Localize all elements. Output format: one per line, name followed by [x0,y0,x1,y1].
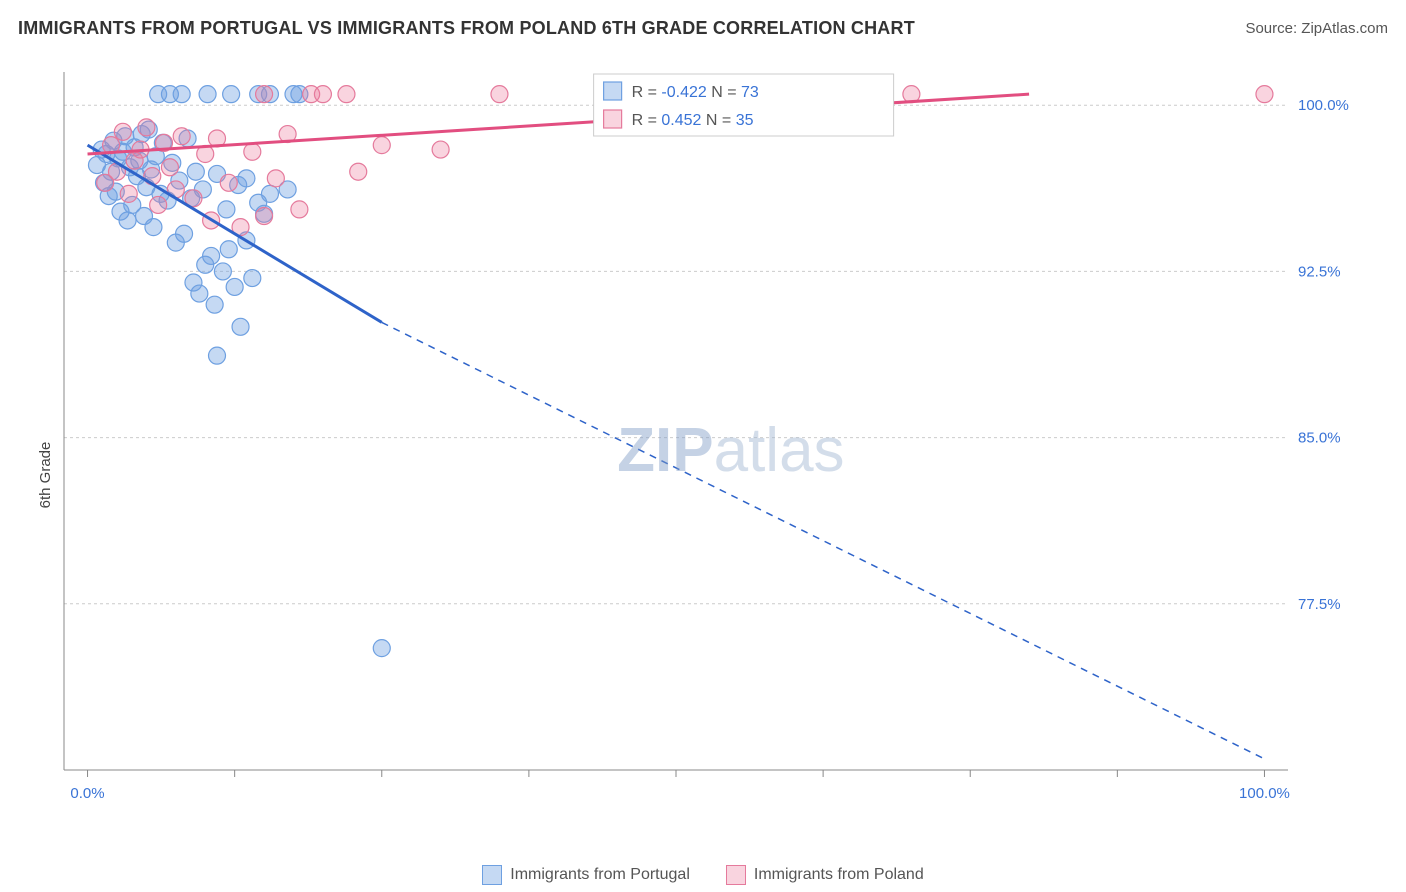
series-b-point [432,141,449,158]
chart-area: 6th Grade 100.0%92.5%85.0%77.5%0.0%100.0… [0,58,1406,892]
series-a-point [187,163,204,180]
series-a-point [232,318,249,335]
y-tick-label: 77.5% [1298,596,1341,613]
series-b-point [491,86,508,103]
series-b-point [291,201,308,218]
legend-swatch [482,865,502,885]
series-b-point [161,159,178,176]
series-b-point [114,123,131,140]
series-a-point [203,247,220,264]
x-tick-label-left: 0.0% [70,785,104,802]
series-b-point [220,174,237,191]
series-a-point [220,241,237,258]
series-a-point [214,263,231,280]
series-b-point [120,185,137,202]
stats-row: R = -0.422 N = 73 [632,84,759,101]
legend-item: Immigrants from Poland [726,865,924,885]
series-a-point [199,86,216,103]
series-b-point [350,163,367,180]
series-b-point [314,86,331,103]
series-b-point [138,119,155,136]
series-a-point [173,86,190,103]
legend-label: Immigrants from Poland [754,866,924,884]
legend-item: Immigrants from Portugal [482,865,690,885]
series-a-point [209,347,226,364]
series-b-point [267,170,284,187]
series-b-point [244,143,261,160]
stats-swatch [604,110,622,128]
plot-region: 100.0% 92.5% 85.0% 77.5% 0.0% 100.0% R = -0.42… [58,68,1358,818]
series-b-point [1256,86,1273,103]
bottom-legend: Immigrants from Portugal Immigrants from … [0,865,1406,890]
chart-source: Source: ZipAtlas.com [1245,20,1388,37]
series-b-point [173,128,190,145]
series-b-point [256,208,273,225]
series-b-point [373,137,390,154]
series-a-point [226,278,243,295]
series-a-point [373,640,390,657]
series-a-point [119,212,136,229]
x-tick-label-right: 100.0% [1239,785,1290,802]
series-a-point [145,219,162,236]
series-a-point [238,170,255,187]
header: IMMIGRANTS FROM PORTUGAL VS IMMIGRANTS F… [18,18,1388,39]
series-a-point [223,86,240,103]
series-a-point [176,225,193,242]
stats-row: R = 0.452 N = 35 [632,112,754,129]
legend-label: Immigrants from Portugal [510,866,690,884]
series-a-point [206,296,223,313]
series-a-trendline-ext [382,322,1265,759]
series-a-point [218,201,235,218]
y-tick-label: 85.0% [1298,430,1341,447]
y-tick-label: 92.5% [1298,263,1341,280]
y-axis-title: 6th Grade [37,442,54,509]
legend-swatch [726,865,746,885]
series-a-point [261,185,278,202]
plot-svg: 100.0% 92.5% 85.0% 77.5% 0.0% 100.0% R = -0.42… [58,68,1358,818]
chart-title: IMMIGRANTS FROM PORTUGAL VS IMMIGRANTS F… [18,18,915,39]
series-b-point [150,196,167,213]
series-b-point [338,86,355,103]
y-tick-label: 100.0% [1298,97,1349,114]
series-b-point [256,86,273,103]
series-a-point [244,270,261,287]
series-a-point [191,285,208,302]
stats-swatch [604,82,622,100]
